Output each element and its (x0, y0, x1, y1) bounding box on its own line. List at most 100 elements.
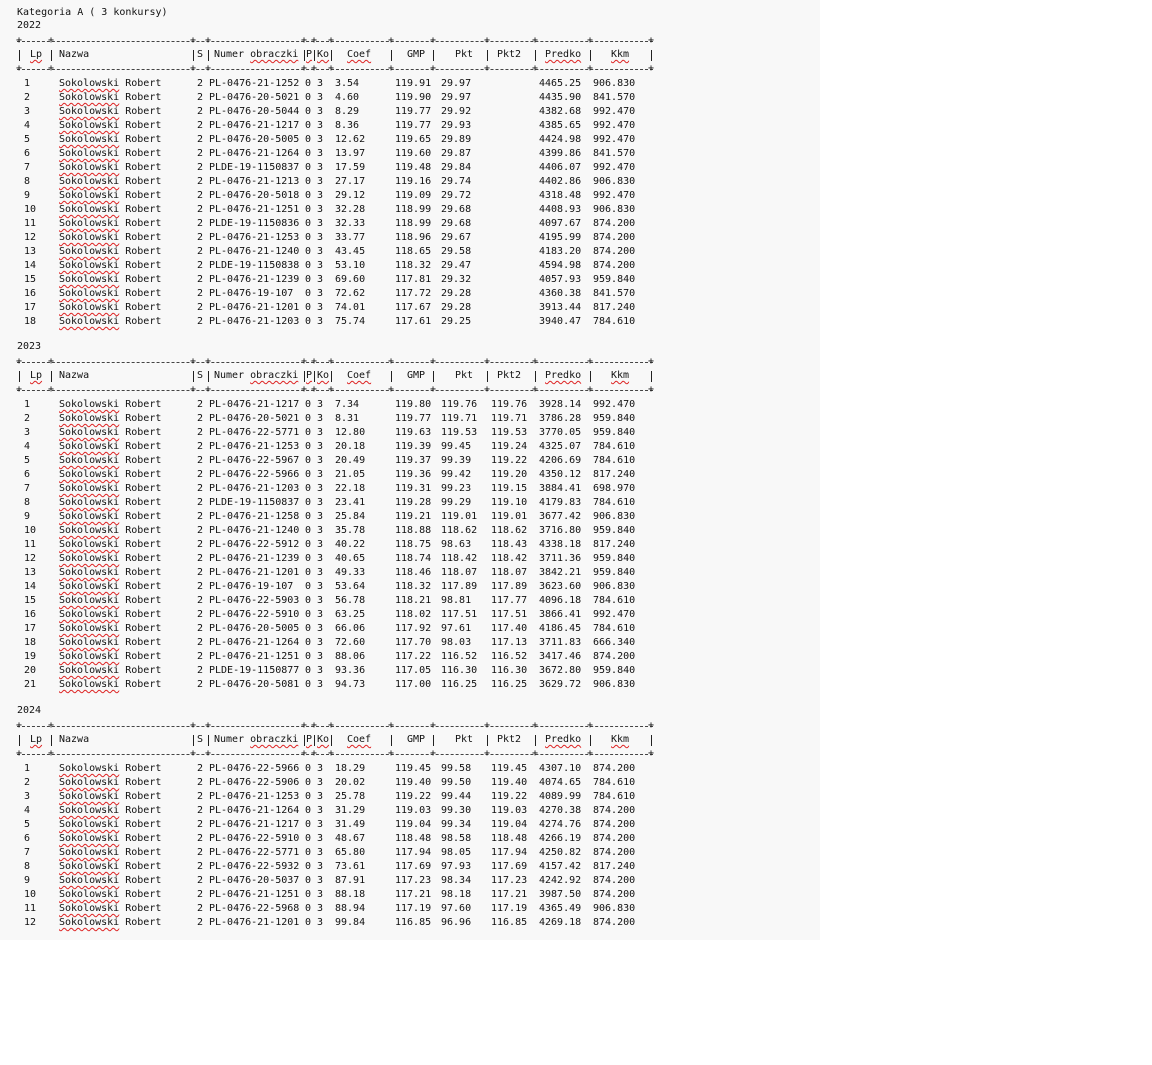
border-corner: + (328, 748, 335, 759)
document: Kategoria A ( 3 konkursy) 2022 + + + + + + + + + +… (0, 7, 820, 928)
cell-s: 2 (197, 162, 204, 173)
cell-ko: 3 (317, 763, 324, 774)
cell-numer-obraczki: PL-0476-21-1251 (209, 889, 300, 900)
border-corner: + (648, 384, 655, 395)
cell-lp: 2 (24, 92, 31, 103)
cell-s: 2 (197, 260, 204, 271)
cell-coef: 49.33 (335, 567, 366, 578)
cell-kkm: 874.200 (593, 246, 636, 257)
column-separator (19, 371, 20, 382)
spellcheck-word: Sokolowski (59, 679, 120, 690)
cell-p: 0 (305, 889, 312, 900)
header-numer-obraczki: Numer obraczki (214, 49, 299, 60)
cell-s: 2 (197, 288, 204, 299)
cell-pkt2: 118.62 (491, 525, 528, 536)
spellcheck-word: Sokolowski (59, 78, 120, 89)
cell-numer-obraczki: PL-0476-22-5910 (209, 609, 300, 620)
border-corner: + (430, 63, 437, 74)
cell-pkt: 29.93 (441, 120, 472, 131)
cell-coef: 72.60 (335, 637, 366, 648)
header-gmp: GMP (407, 734, 426, 745)
border-corner: + (190, 356, 197, 367)
cell-p: 0 (305, 763, 312, 774)
border-corner: + (648, 356, 655, 367)
spellcheck-word: Sokolowski (59, 288, 120, 299)
border-corner: + (328, 384, 335, 395)
cell-p: 0 (305, 413, 312, 424)
cell-pkt: 99.42 (441, 469, 472, 480)
table-row: 18 Sokolowski Robert 2 PL-0476-21-1203 0 3 75.… (0, 315, 660, 329)
cell-kkm: 874.200 (593, 232, 636, 243)
cell-gmp: 119.77 (395, 120, 432, 131)
cell-coef: 66.06 (335, 623, 366, 634)
cell-p: 0 (305, 427, 312, 438)
table-row: 2 Sokolowski Robert 2 PL-0476-20-5021 0 3 8.31… (0, 412, 660, 426)
cell-ko: 3 (317, 134, 324, 145)
cell-nazwa: Sokolowski Robert (59, 134, 162, 145)
cell-lp: 15 (24, 274, 37, 285)
cell-predko: 4074.65 (539, 777, 582, 788)
table-row: 1 Sokolowski Robert 2 PL-0476-22-5966 0 3 18.2… (0, 762, 660, 776)
column-separator (314, 371, 315, 382)
cell-predko: 3716.80 (539, 525, 582, 536)
cell-numer-obraczki: PLDE-19-1150836 (209, 218, 300, 229)
cell-ko: 3 (317, 302, 324, 313)
cell-s: 2 (197, 553, 204, 564)
cell-s: 2 (197, 623, 204, 634)
spellcheck-word: Predko (545, 370, 582, 381)
border-corner: + (328, 63, 335, 74)
cell-kkm: 959.840 (593, 413, 636, 424)
cell-pkt2: 119.04 (491, 819, 528, 830)
cell-pkt: 98.03 (441, 637, 472, 648)
cell-p: 0 (305, 260, 312, 271)
cell-p: 0 (305, 176, 312, 187)
table-row: 14 Sokolowski Robert 2 PLDE-19-1150838 0 3 53.… (0, 259, 660, 273)
cell-pkt: 29.58 (441, 246, 472, 257)
cell-predko: 4089.99 (539, 791, 582, 802)
cell-p: 0 (305, 232, 312, 243)
cell-p: 0 (305, 483, 312, 494)
header-coef: Coef (347, 48, 371, 62)
cell-numer-obraczki: PL-0476-21-1240 (209, 525, 300, 536)
table-row: 1 Sokolowski Robert 2 PL-0476-21-1252 0 3 3.54… (0, 77, 660, 91)
cell-gmp: 118.99 (395, 204, 432, 215)
table-border (17, 390, 653, 391)
spellcheck-word: Sokolowski (59, 148, 120, 159)
cell-pkt2: 119.45 (491, 763, 528, 774)
cell-p: 0 (305, 917, 312, 928)
section-2023: 2023 + + + + + + + + + + + + + + + + + + + + + + + + + + Lp Nazwa S Nu… (0, 341, 820, 701)
cell-s: 2 (197, 525, 204, 536)
cell-nazwa: Sokolowski Robert (59, 92, 162, 103)
table-row: 20 Sokolowski Robert 2 PLDE-19-1150877 0 3 93.… (0, 664, 660, 678)
cell-lp: 5 (24, 819, 31, 830)
header-p: P (306, 733, 312, 747)
cell-s: 2 (197, 581, 204, 592)
column-separator (590, 50, 591, 61)
cell-s: 2 (197, 819, 204, 830)
cell-predko: 4465.25 (539, 78, 582, 89)
cell-numer-obraczki: PLDE-19-1150837 (209, 162, 300, 173)
year-label: 2023 (17, 341, 42, 352)
cell-numer-obraczki: PL-0476-21-1258 (209, 511, 300, 522)
border-corner: + (16, 356, 23, 367)
year-label: 2024 (17, 705, 42, 716)
cell-ko: 3 (317, 455, 324, 466)
cell-s: 2 (197, 497, 204, 508)
cell-s: 2 (197, 399, 204, 410)
cell-gmp: 118.88 (395, 525, 432, 536)
cell-kkm: 784.610 (593, 316, 636, 327)
spellcheck-word: Lp (30, 49, 43, 60)
cell-nazwa: Sokolowski Robert (59, 232, 162, 243)
cell-predko: 3677.42 (539, 511, 582, 522)
section-2022: 2022 + + + + + + + + + + + + + + + + + + + + + + + + + + Lp Nazwa S Nu… (0, 20, 820, 380)
cell-predko: 3866.41 (539, 609, 582, 620)
cell-predko: 4096.18 (539, 595, 582, 606)
cell-lp: 3 (24, 791, 31, 802)
header-lp: Lp (30, 369, 42, 383)
cell-nazwa: Sokolowski Robert (59, 218, 162, 229)
border-corner: + (16, 63, 23, 74)
cell-p: 0 (305, 609, 312, 620)
cell-p: 0 (305, 791, 312, 802)
cell-nazwa: Sokolowski Robert (59, 316, 162, 327)
cell-numer-obraczki: PL-0476-21-1253 (209, 232, 300, 243)
